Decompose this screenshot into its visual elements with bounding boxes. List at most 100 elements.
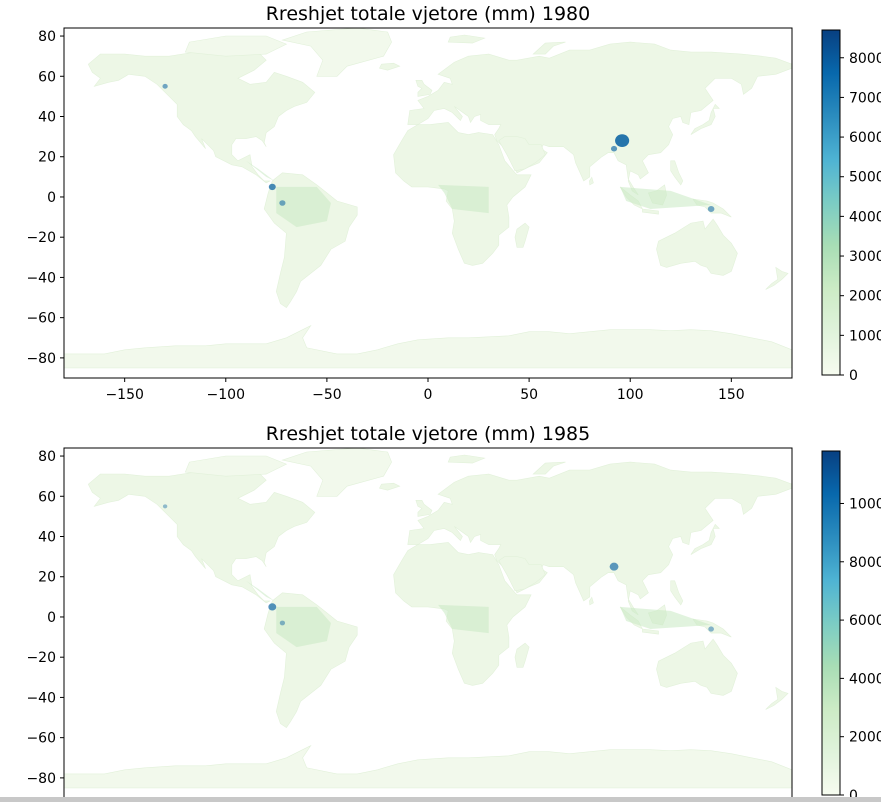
colorbar: 0 1000 2000 3000 4000 5000 6000 7000 8000 (821, 29, 881, 384)
land-svalbard (447, 34, 486, 44)
land-sri-lanka (589, 176, 594, 186)
colorbar-tick-label: 2000 (849, 730, 881, 746)
high-precip-spot (162, 504, 168, 509)
land-new-zealand (765, 686, 789, 710)
colorbar-tick-label: 8000 (849, 555, 881, 571)
land-britain (415, 499, 433, 517)
wet-region-3 (620, 186, 712, 209)
high-precip-spot (268, 603, 277, 611)
y-tick-label: −20 (26, 650, 56, 666)
land-arctic-islands (184, 455, 288, 477)
x-tick-label: 150 (718, 387, 745, 403)
high-precip-spot (279, 620, 286, 626)
wet-region-1 (276, 186, 331, 228)
land-greenland (281, 448, 392, 497)
land-japan (690, 523, 720, 555)
high-precip-spot (279, 200, 286, 206)
y-tick-label: 0 (47, 610, 56, 626)
y-tick-label: −60 (26, 311, 56, 327)
land-sri-lanka (589, 596, 594, 606)
land-britain (415, 80, 433, 97)
wet-region-3 (620, 606, 712, 629)
land-australia (656, 638, 738, 696)
colorbar-tick-label: 6000 (849, 613, 881, 629)
land-iceland (379, 62, 401, 71)
land-java (642, 208, 659, 215)
land-layer (64, 28, 792, 369)
land-novaya-zemlya (532, 461, 566, 475)
land-australia (656, 218, 738, 276)
land-arctic-islands (184, 35, 288, 57)
land-philippines (670, 580, 684, 606)
land-java (642, 628, 659, 635)
colorbar-scale (821, 450, 841, 796)
land-north-america (87, 47, 316, 184)
wet-region-2 (438, 184, 489, 214)
land-svalbard (447, 454, 486, 464)
y-tick-label: −40 (26, 690, 56, 706)
high-precip-spot (615, 134, 630, 148)
y-tick-label: 80 (38, 29, 56, 45)
y-tick-label: 60 (38, 489, 56, 505)
high-precip-spot (609, 562, 619, 571)
wet-region-1 (276, 606, 331, 648)
high-precip-spot (708, 626, 714, 632)
y-tick-label: 60 (38, 69, 56, 85)
colorbar-tick-label: 10000 (849, 496, 881, 512)
window-bottom-edge (0, 797, 881, 802)
y-tick-label: 20 (38, 570, 56, 586)
y-tick-label: 20 (38, 150, 56, 166)
wet-region-2 (438, 604, 489, 634)
land-antarctica (64, 744, 792, 789)
x-tick-label: 100 (617, 387, 644, 403)
map-panel-2: Rreshjet totale vjetore (mm) 1985 80 60 40 2… (26, 423, 881, 804)
y-tick-label: 0 (47, 190, 56, 206)
land-novaya-zemlya (532, 41, 566, 55)
colorbar-tick-label: 0 (849, 368, 858, 384)
land-madagascar (514, 642, 530, 668)
wet-region-4 (246, 160, 275, 181)
high-precip-spot (162, 83, 168, 89)
land-iceland (379, 482, 401, 491)
y-tick-label: −20 (26, 230, 56, 246)
y-tick-label: 80 (38, 449, 56, 465)
colorbar-tick-label: 5000 (849, 170, 881, 186)
land-philippines (670, 160, 684, 186)
high-precip-spot (268, 183, 276, 191)
wet-region-4 (246, 580, 275, 601)
land-greenland (281, 28, 392, 77)
land-arabia (498, 556, 546, 592)
high-precip-spot (610, 145, 618, 152)
chart-title: Rreshjet totale vjetore (mm) 1980 (266, 3, 591, 25)
x-tick-label: −150 (105, 387, 143, 403)
x-tick-label: 50 (520, 387, 538, 403)
colorbar-tick-label: 0 (849, 788, 858, 802)
y-tick-label: 40 (38, 110, 56, 126)
map-panel-1: Rreshjet totale vjetore (mm) 1980 80 60 40 2… (26, 3, 881, 403)
x-tick-label: −100 (207, 387, 245, 403)
high-precip-spot (707, 206, 715, 213)
colorbar-tick-label: 1000 (849, 328, 881, 344)
y-tick-label: 40 (38, 530, 56, 546)
x-tick-label: −50 (312, 387, 342, 403)
colorbar-tick-label: 4000 (849, 209, 881, 225)
colorbar-tick-label: 2000 (849, 289, 881, 305)
colorbar-tick-label: 6000 (849, 130, 881, 146)
land-new-zealand (765, 266, 789, 290)
land-eurasia (407, 461, 792, 616)
land-japan (690, 103, 720, 135)
land-arabia (498, 136, 546, 172)
land-antarctica (64, 324, 792, 369)
colorbar: 0 2000 4000 6000 8000 10000 (821, 450, 881, 804)
land-north-america (87, 467, 316, 604)
y-tick-label: −80 (26, 771, 56, 787)
colorbar-tick-label: 3000 (849, 249, 881, 265)
y-tick-label: −40 (26, 270, 56, 286)
colorbar-tick-label: 8000 (849, 51, 881, 67)
colorbar-tick-label: 7000 (849, 90, 881, 106)
y-tick-label: −60 (26, 731, 56, 747)
land-madagascar (514, 222, 530, 248)
land-eurasia (407, 41, 792, 196)
